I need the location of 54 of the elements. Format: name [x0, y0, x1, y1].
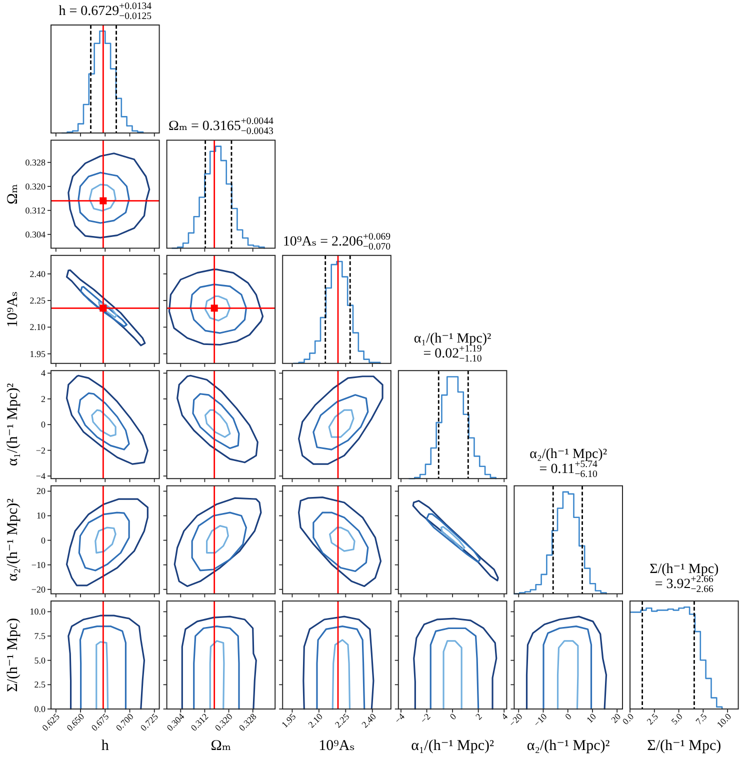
x-tick-label: −2 [418, 711, 432, 726]
chart-title: Σ/(h⁻¹ Mpc) [650, 562, 720, 577]
y-tick-label: −4 [36, 471, 46, 482]
x-axis-title: α₂/(h⁻¹ Mpc)² [526, 738, 610, 754]
y-tick-label: 0.0 [34, 704, 46, 714]
x-axis-title: h [101, 738, 110, 754]
x-tick-label: 10 [584, 711, 598, 725]
x-tick-label: 0 [563, 711, 574, 722]
y-tick-label: −2 [36, 445, 46, 456]
y-axis-title: Ωₘ [5, 184, 21, 204]
y-tick-label: 4 [41, 368, 46, 378]
x-tick-label: −4 [392, 711, 407, 726]
y-axis-title: Σ/(h⁻¹ Mpc) [5, 618, 21, 692]
y-axis-title: α₁/(h⁻¹ Mpc)² [5, 382, 21, 466]
x-tick-label: 2.25 [332, 711, 352, 730]
x-tick-label: 7.5 [694, 711, 710, 726]
y-tick-label: 1.95 [30, 348, 46, 359]
x-tick-label: 2.5 [644, 711, 660, 726]
y-tick-label: 0 [41, 535, 46, 546]
y-tick-label: 0.328 [25, 157, 46, 168]
y-tick-label: 10.0 [30, 606, 46, 617]
y-tick-label: 2.25 [30, 296, 46, 306]
x-axis-title: Ωₘ [210, 738, 232, 754]
chart-title: α₁/(h⁻¹ Mpc)² [414, 332, 492, 347]
x-tick-label: 5.0 [669, 711, 685, 726]
x-tick-label: 2.10 [306, 711, 325, 730]
y-tick-label: 2.10 [30, 322, 46, 332]
x-tick-label: 2 [474, 711, 484, 722]
x-tick-label: 2.40 [360, 711, 378, 730]
x-tick-label: 0.0 [620, 711, 636, 726]
y-tick-label: 0.304 [25, 229, 46, 240]
chart-title: α₂/(h⁻¹ Mpc)² [530, 446, 608, 462]
x-axis-title: Σ/(h⁻¹ Mpc) [647, 738, 722, 754]
x-tick-label: 1.95 [280, 711, 298, 730]
x-axis-title: 10⁹Aₛ [318, 738, 355, 754]
x-axis-title: α₁/(h⁻¹ Mpc)² [411, 738, 495, 754]
y-tick-label: 2.40 [30, 268, 46, 279]
y-tick-label: 5.0 [34, 655, 46, 666]
y-tick-label: −10 [31, 560, 46, 570]
y-tick-label: 0.320 [25, 181, 46, 192]
y-tick-label: 7.5 [34, 631, 46, 642]
y-tick-label: 2.5 [34, 680, 46, 690]
y-tick-label: 2 [41, 394, 46, 404]
x-tick-label: −10 [532, 711, 550, 728]
y-tick-label: 10 [36, 510, 46, 521]
y-tick-label: 20 [36, 486, 46, 496]
y-axis-title: α₂/(h⁻¹ Mpc)² [5, 498, 21, 582]
x-tick-label: 10.0 [714, 711, 734, 730]
y-tick-label: 0.312 [25, 205, 46, 216]
y-axis-title: 10⁹Aₛ [5, 291, 21, 328]
y-tick-label: 0 [41, 420, 46, 430]
x-tick-label: 20 [609, 711, 623, 725]
y-tick-label: −20 [31, 584, 46, 594]
x-tick-label: 0 [448, 711, 458, 722]
